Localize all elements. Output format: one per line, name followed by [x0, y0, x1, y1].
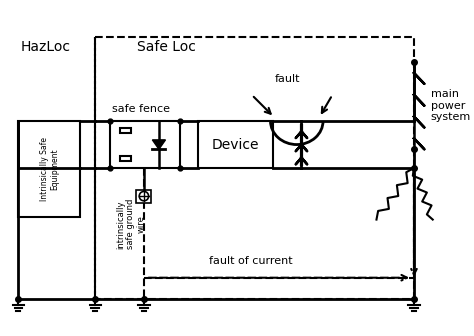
Bar [198, 121, 273, 168]
Bar [18, 121, 80, 217]
Polygon shape [152, 140, 165, 149]
Text: intrinsically
safe ground
wire: intrinsically safe ground wire [116, 199, 146, 249]
Text: fault of current: fault of current [209, 256, 292, 266]
Bar [119, 156, 131, 161]
Text: fault: fault [274, 74, 300, 84]
Bar [110, 121, 180, 168]
Bar [119, 128, 131, 133]
Bar [137, 190, 151, 203]
Text: Intrinsically Safe
Equipment: Intrinsically Safe Equipment [39, 137, 59, 201]
Text: main
power
system: main power system [431, 89, 471, 122]
Text: HazLoc: HazLoc [20, 40, 70, 54]
Text: safe fence: safe fence [112, 103, 170, 114]
Text: Device: Device [212, 137, 260, 152]
Text: Safe Loc: Safe Loc [137, 40, 196, 54]
